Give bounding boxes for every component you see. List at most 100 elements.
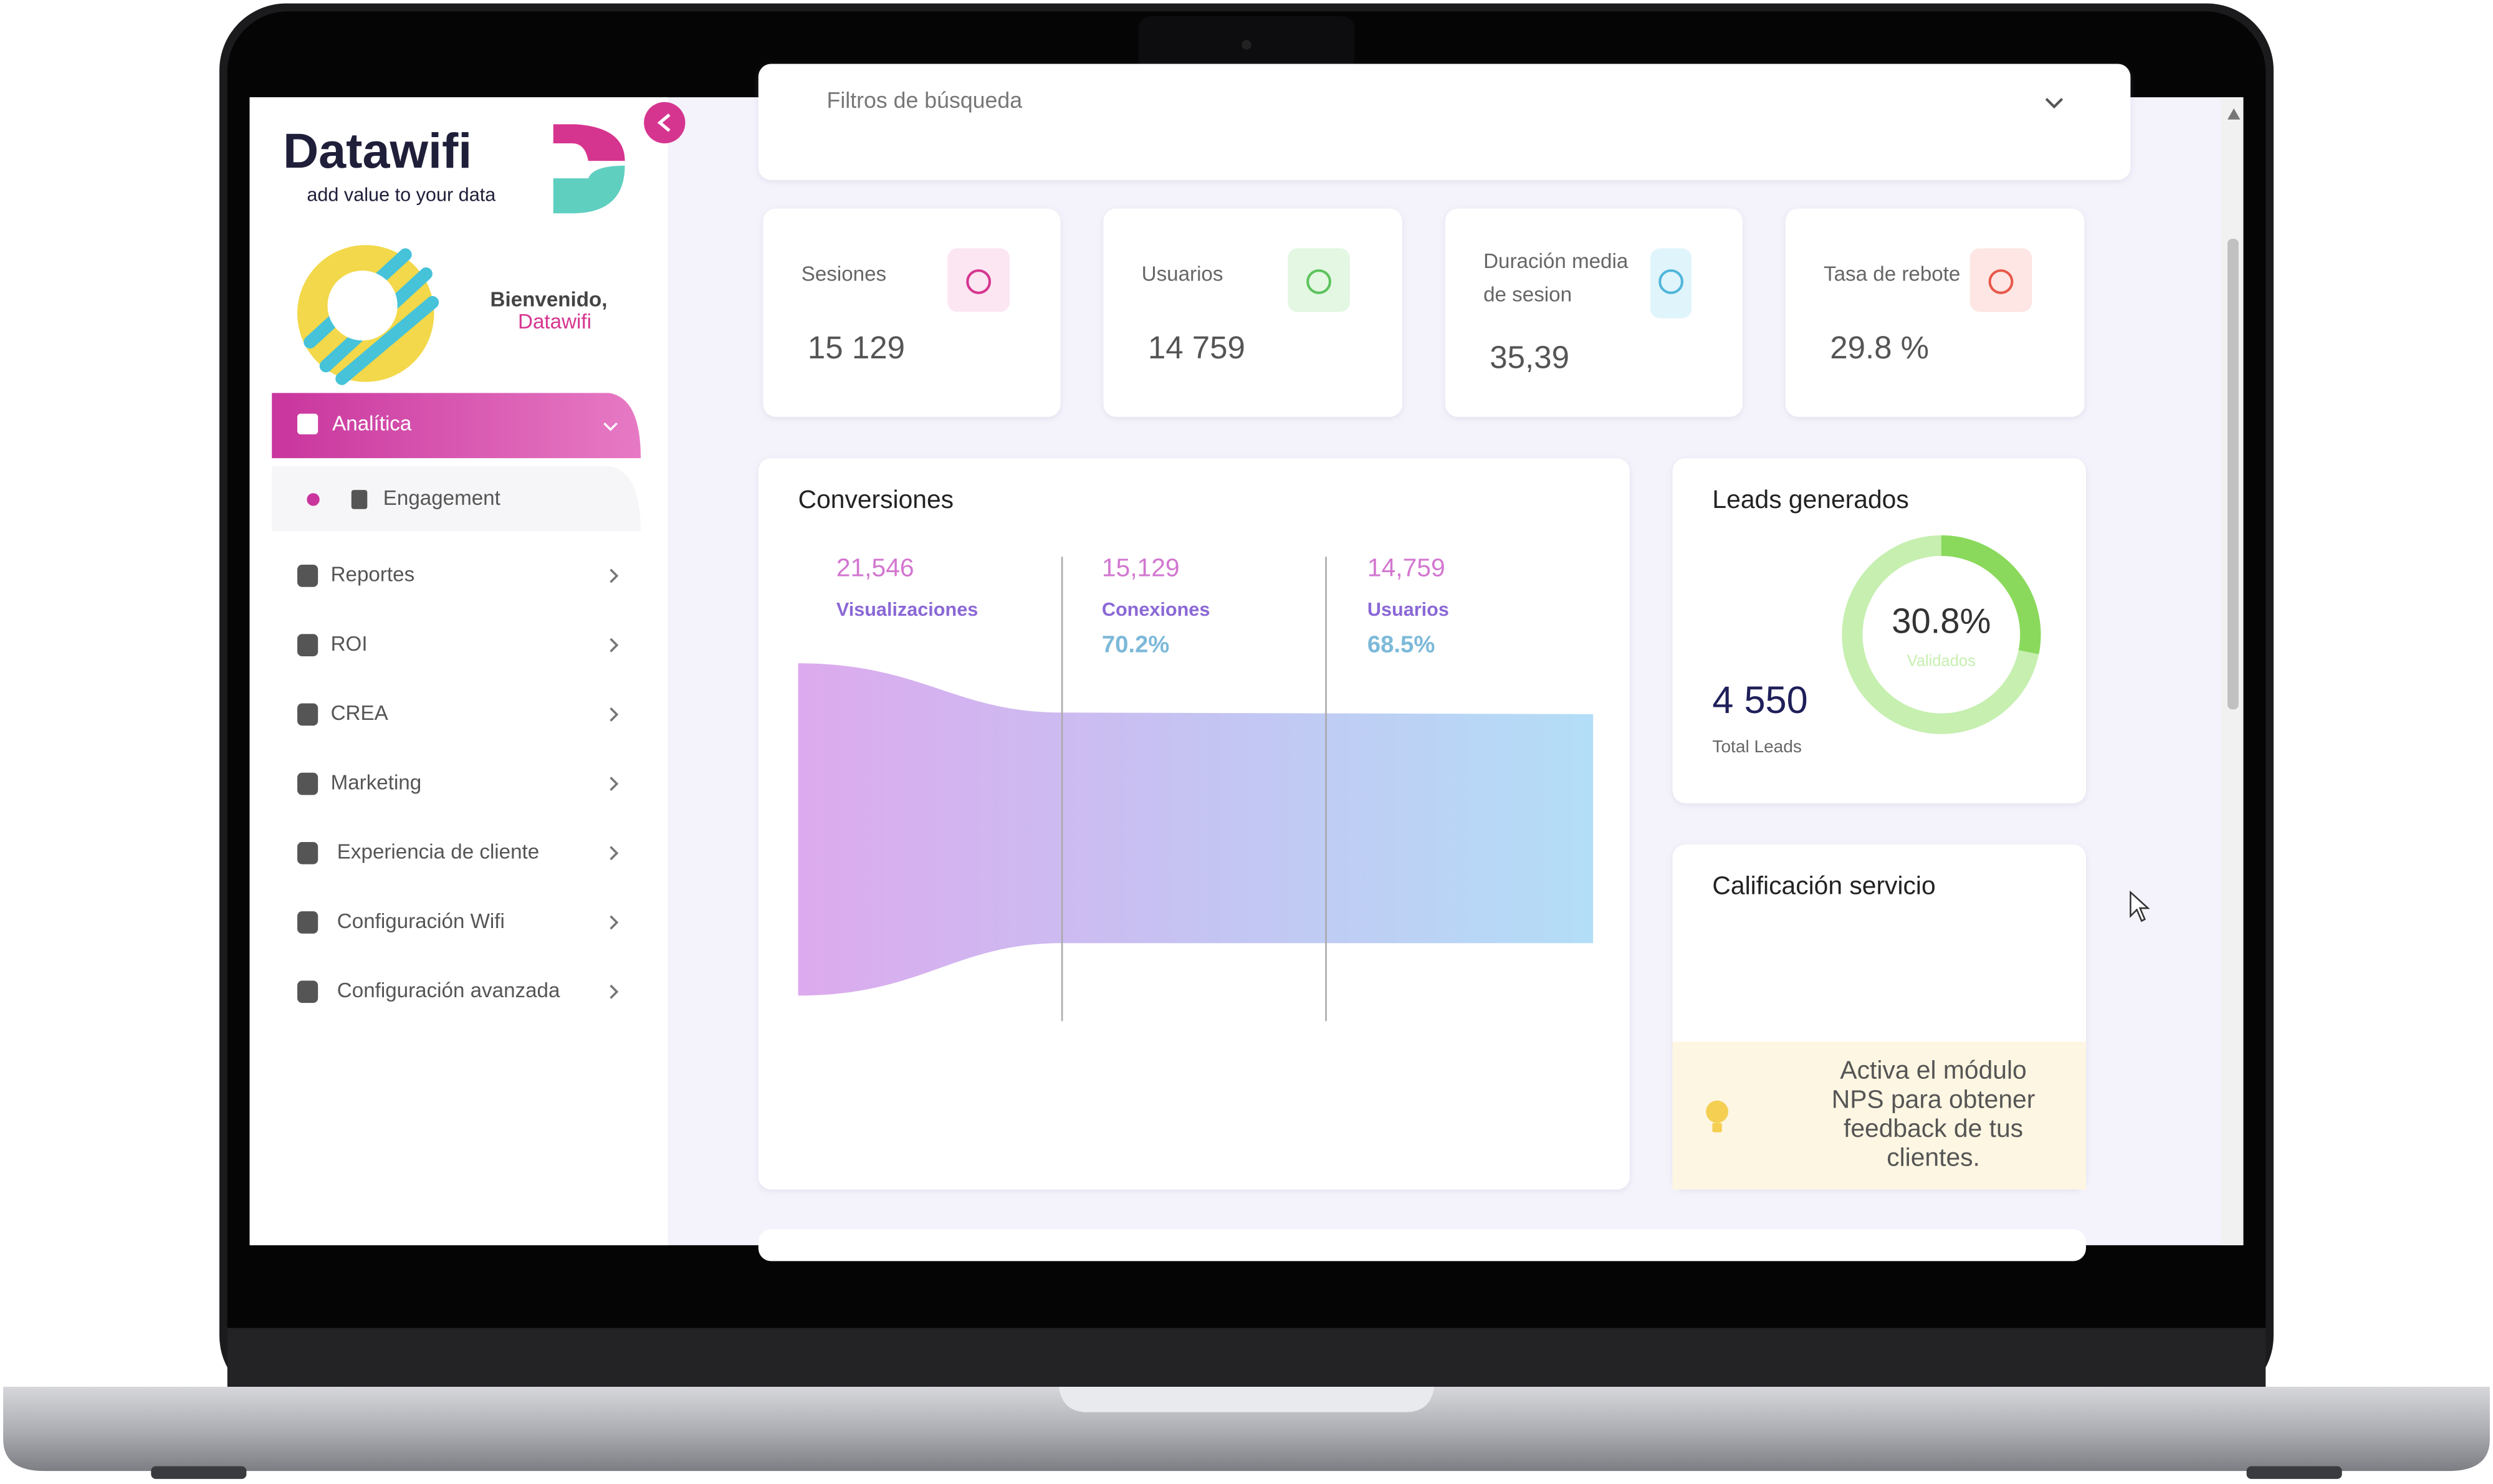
- donut-percent: 30.8%: [1892, 601, 1991, 640]
- sidebar: [249, 97, 668, 1245]
- step-rate: 68.5%: [1367, 631, 1435, 658]
- submenu-bg: [272, 466, 641, 532]
- menu-icon: [297, 772, 318, 795]
- submenu-icon: [351, 490, 368, 509]
- filter-title[interactable]: Filtros de búsqueda: [827, 88, 1023, 113]
- card-title: Leads generados: [1712, 485, 1908, 514]
- avatar-inner: [327, 270, 398, 341]
- scroll-thumb[interactable]: [2227, 239, 2239, 710]
- chevron[interactable]: [610, 568, 619, 583]
- kpi-icon: [1658, 269, 1684, 294]
- kpi-icon-bg: [1969, 248, 2032, 312]
- menu-item[interactable]: Configuración Wifi: [337, 910, 505, 933]
- chevron[interactable]: [610, 707, 619, 722]
- card-title: Conversiones: [798, 485, 954, 514]
- menu-item[interactable]: Analítica: [332, 412, 412, 435]
- step-label: Usuarios: [1367, 599, 1449, 620]
- tagline: add value to your data: [307, 184, 496, 205]
- menu-icon: [297, 565, 318, 587]
- kpi-value: 15 129: [808, 330, 905, 365]
- card-title: Calificación servicio: [1712, 871, 1935, 900]
- kpi-value: 29.8 %: [1830, 330, 1929, 365]
- chevron-down[interactable]: [603, 422, 618, 431]
- collapse-button[interactable]: [644, 102, 686, 144]
- kpi-icon: [966, 269, 992, 294]
- scroll-up[interactable]: [2227, 108, 2241, 120]
- base-notch: [1058, 1386, 1435, 1412]
- card: [758, 1229, 2086, 1261]
- kpi-icon: [1988, 269, 2014, 294]
- nps-message: Activa el módulo: [1840, 1056, 2026, 1084]
- menu-item[interactable]: Configuración avanzada: [337, 979, 560, 1002]
- filter-chevron[interactable]: [2045, 98, 2064, 109]
- welcome: Bienvenido,: [490, 288, 608, 311]
- kpi-icon-bg: [1288, 248, 1350, 312]
- bulb-base: [1712, 1123, 1722, 1132]
- menu-item[interactable]: ROI: [331, 633, 368, 656]
- menu-icon: [297, 413, 318, 434]
- menu-icon: [297, 634, 318, 656]
- nps-message: NPS para obtener: [1832, 1084, 2036, 1113]
- donut-label: Validados: [1907, 652, 1976, 669]
- logo: Datawifi: [283, 123, 472, 178]
- nps-message: feedback de tus: [1844, 1114, 2023, 1142]
- kpi-icon: [1306, 269, 1331, 294]
- mouse-cursor: [2130, 890, 2150, 922]
- menu-item[interactable]: CREA: [331, 702, 389, 725]
- nps-banner: [1672, 1041, 2086, 1190]
- leads-total-label: Total Leads: [1712, 737, 1801, 756]
- submenu-item[interactable]: Engagement: [383, 487, 500, 510]
- menu-item[interactable]: Reportes: [331, 563, 415, 586]
- menu-icon: [297, 841, 318, 864]
- nps-message: clientes.: [1887, 1143, 1980, 1172]
- step-rate: 70.2%: [1102, 631, 1169, 658]
- kpi-value: 14 759: [1148, 330, 1245, 365]
- chevron[interactable]: [610, 777, 619, 792]
- step-value: 21,546: [836, 553, 914, 582]
- chevron[interactable]: [610, 984, 619, 999]
- logo-mark: [553, 165, 625, 214]
- kpi-label: Sesiones: [801, 263, 886, 286]
- card: [1445, 208, 1743, 417]
- kpi-label: de sesion: [1483, 284, 1572, 307]
- kpi-value: 35,39: [1490, 339, 1569, 375]
- menu-icon: [297, 703, 318, 726]
- menu-active[interactable]: [272, 393, 641, 459]
- card: [758, 64, 2131, 180]
- step-value: 14,759: [1367, 553, 1445, 582]
- chin: [227, 1328, 2266, 1392]
- kpi-icon-bg: [947, 248, 1010, 312]
- foot: [2246, 1466, 2342, 1479]
- camera: [1242, 40, 1251, 50]
- step-label: Visualizaciones: [836, 599, 978, 620]
- leads-total: 4 550: [1712, 679, 1807, 721]
- menu-icon: [297, 911, 318, 934]
- foot: [151, 1466, 247, 1479]
- step-value: 15,129: [1102, 553, 1180, 582]
- card: [763, 208, 1061, 417]
- chevron[interactable]: [610, 915, 619, 930]
- kpi-label: Usuarios: [1142, 263, 1223, 286]
- laptop-base: [3, 1386, 2490, 1472]
- menu-item[interactable]: Marketing: [331, 771, 422, 794]
- submenu-dot: [307, 493, 320, 506]
- card: [1785, 208, 2085, 417]
- content: Datawifi add value to your data Bienvenido…: [272, 64, 2131, 1261]
- menu-icon: [297, 980, 318, 1003]
- bulb-icon: [1706, 1100, 1728, 1123]
- donut-arc: [1941, 535, 2041, 654]
- menu-item[interactable]: Experiencia de cliente: [337, 841, 539, 864]
- chevron[interactable]: [610, 846, 619, 861]
- step-label: Conexiones: [1102, 599, 1210, 620]
- kpi-icon-bg: [1650, 248, 1692, 318]
- user-name: Datawifi: [518, 310, 591, 333]
- card: [1103, 208, 1402, 417]
- chevron[interactable]: [610, 638, 619, 653]
- collapse-icon[interactable]: [657, 113, 671, 132]
- kpi-label: Tasa de rebote: [1824, 263, 1960, 286]
- kpi-label: Duración media: [1483, 250, 1629, 273]
- funnel: [798, 663, 1594, 996]
